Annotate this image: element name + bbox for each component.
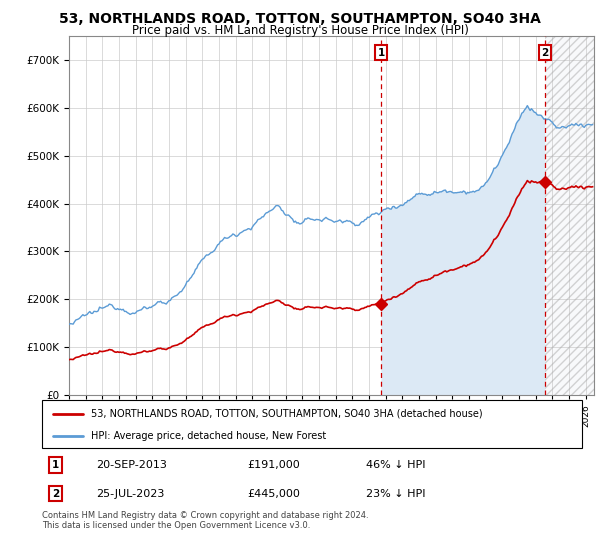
Text: 1: 1 <box>52 460 59 470</box>
Text: Contains HM Land Registry data © Crown copyright and database right 2024.
This d: Contains HM Land Registry data © Crown c… <box>42 511 368 530</box>
Bar <box>545 36 594 395</box>
Text: 20-SEP-2013: 20-SEP-2013 <box>96 460 167 470</box>
Text: 2: 2 <box>541 48 548 58</box>
Text: 46% ↓ HPI: 46% ↓ HPI <box>366 460 425 470</box>
FancyBboxPatch shape <box>42 400 582 448</box>
Text: 25-JUL-2023: 25-JUL-2023 <box>96 489 164 498</box>
Text: 2: 2 <box>52 489 59 498</box>
Text: Price paid vs. HM Land Registry's House Price Index (HPI): Price paid vs. HM Land Registry's House … <box>131 24 469 37</box>
Text: HPI: Average price, detached house, New Forest: HPI: Average price, detached house, New … <box>91 431 326 441</box>
Bar <box>545 36 594 395</box>
Text: £191,000: £191,000 <box>247 460 300 470</box>
Text: 53, NORTHLANDS ROAD, TOTTON, SOUTHAMPTON, SO40 3HA (detached house): 53, NORTHLANDS ROAD, TOTTON, SOUTHAMPTON… <box>91 409 482 419</box>
Text: £445,000: £445,000 <box>247 489 300 498</box>
Text: 23% ↓ HPI: 23% ↓ HPI <box>366 489 425 498</box>
Text: 1: 1 <box>377 48 385 58</box>
Text: 53, NORTHLANDS ROAD, TOTTON, SOUTHAMPTON, SO40 3HA: 53, NORTHLANDS ROAD, TOTTON, SOUTHAMPTON… <box>59 12 541 26</box>
